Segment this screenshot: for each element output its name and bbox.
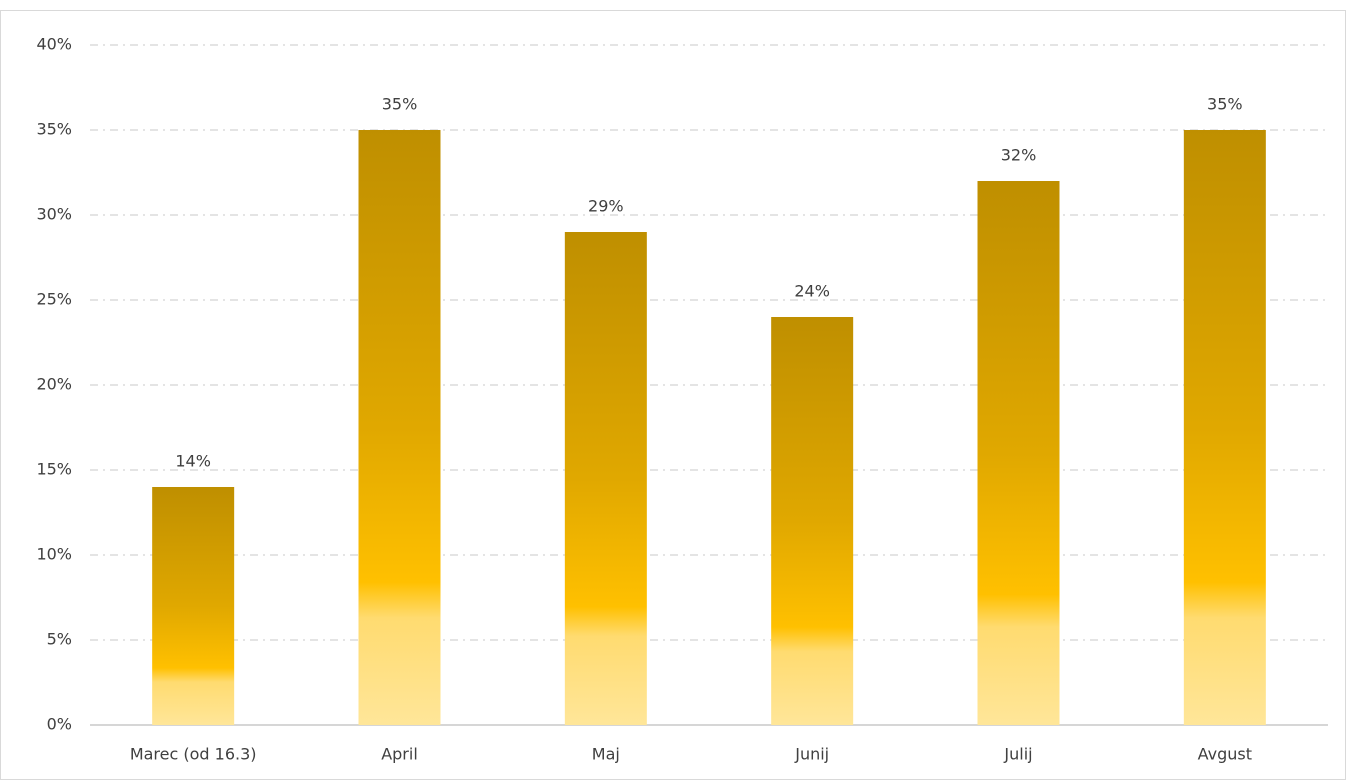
y-tick-label: 10%: [36, 545, 72, 564]
x-tick-label: Avgust: [1198, 745, 1252, 764]
bar: [977, 181, 1060, 725]
x-tick-label: Marec (od 16.3): [130, 745, 257, 764]
x-tick-label: April: [381, 745, 418, 764]
bar: [358, 130, 441, 725]
bar: [564, 232, 647, 725]
y-tick-label: 20%: [36, 375, 72, 394]
data-label: 29%: [588, 197, 624, 216]
y-tick-label: 15%: [36, 460, 72, 479]
y-tick-label: 35%: [36, 120, 72, 139]
data-label: 35%: [382, 95, 418, 114]
data-label: 32%: [1001, 146, 1037, 165]
x-tick-label: Junij: [794, 745, 829, 764]
bar: [152, 487, 235, 725]
bar: [1183, 130, 1266, 725]
y-tick-label: 30%: [36, 205, 72, 224]
y-tick-label: 0%: [47, 715, 72, 734]
y-tick-label: 5%: [47, 630, 72, 649]
data-label: 35%: [1207, 95, 1243, 114]
x-tick-label: Julij: [1003, 745, 1032, 764]
y-tick-label: 40%: [36, 35, 72, 54]
data-label: 24%: [794, 282, 830, 301]
bar: [771, 317, 854, 725]
x-tick-label: Maj: [592, 745, 620, 764]
data-label: 14%: [175, 452, 211, 471]
y-tick-label: 25%: [36, 290, 72, 309]
